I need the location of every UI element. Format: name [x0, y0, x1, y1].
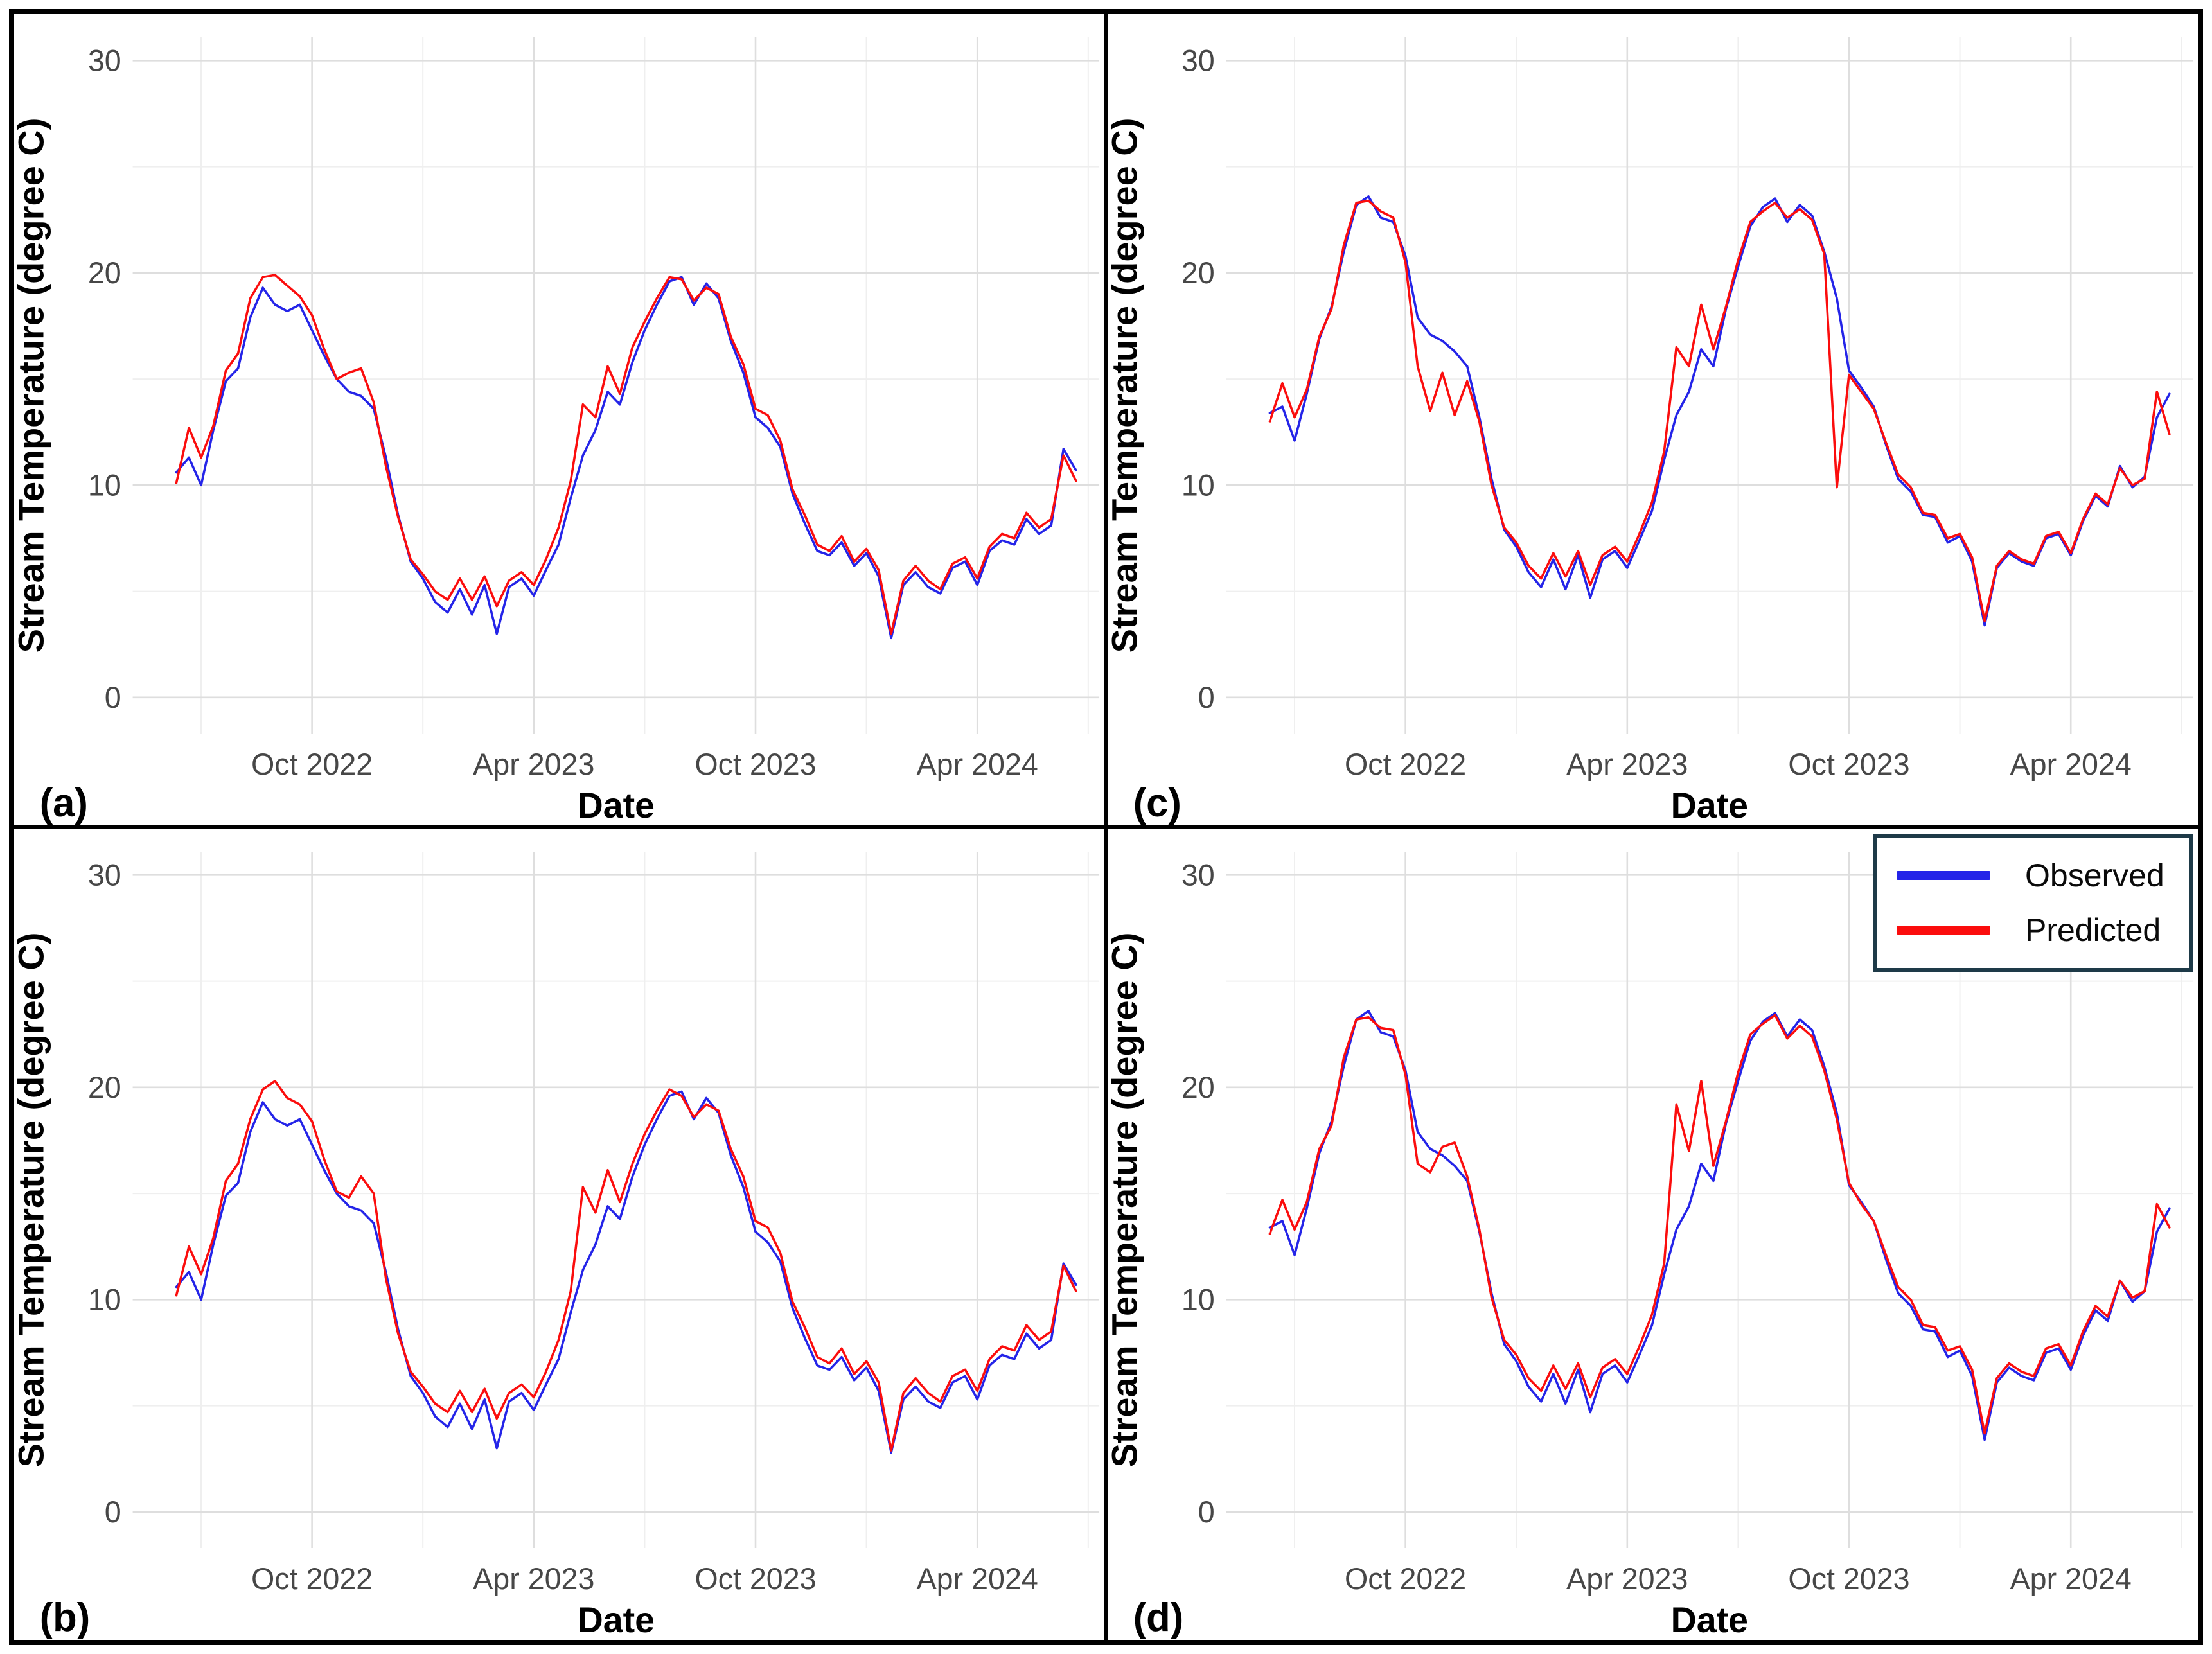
- y-axis-title: Stream Temperature (degree C): [1108, 933, 1145, 1468]
- y-tick-label: 30: [1181, 44, 1215, 77]
- y-tick-label: 20: [1181, 1071, 1215, 1104]
- x-axis-title: Date: [578, 1600, 655, 1640]
- panel-a-plot: 0 10 20 30 Oct 2022 Apr 2023 Oct 2023 Apr 2024 D…: [14, 14, 1104, 825]
- y-tick-label: 0: [1198, 1495, 1215, 1529]
- y-tick-label: 0: [105, 1495, 121, 1529]
- panel-letter: (d): [1133, 1596, 1184, 1640]
- legend: Observed Predicted: [1873, 834, 2193, 972]
- x-tick-label: Oct 2022: [1345, 748, 1466, 781]
- observed-line: [175, 1090, 1077, 1454]
- x-tick-label: Oct 2023: [695, 1562, 816, 1596]
- x-tick-label: Apr 2023: [473, 748, 594, 781]
- x-axis-tick-labels: Oct 2022 Apr 2023 Oct 2023 Apr 2024: [1345, 748, 2132, 781]
- x-axis-title: Date: [578, 786, 655, 825]
- panel-c-plot: 0 10 20 30 Oct 2022 Apr 2023 Oct 2023 Apr 2024 D…: [1108, 14, 2198, 825]
- y-tick-label: 30: [1181, 858, 1215, 892]
- y-tick-label: 20: [88, 1071, 121, 1104]
- legend-label-predicted: Predicted: [2025, 911, 2161, 948]
- x-axis-title: Date: [1671, 1600, 1748, 1640]
- panel-d-plot: 0 10 20 30 Oct 2022 Apr 2023 Oct 2023 Apr 2024 D…: [1108, 829, 2198, 1640]
- legend-row-observed: Observed: [1897, 859, 2189, 892]
- x-axis-tick-labels: Oct 2022 Apr 2023 Oct 2023 Apr 2024: [251, 1562, 1038, 1596]
- y-tick-label: 20: [1181, 256, 1215, 290]
- panel-c: 0 10 20 30 Oct 2022 Apr 2023 Oct 2023 Apr 2024 D…: [1108, 14, 2198, 825]
- panel-background: [1108, 14, 2198, 825]
- legend-row-predicted: Predicted: [1897, 914, 2189, 946]
- y-axis-tick-labels: 0 10 20 30: [88, 858, 121, 1529]
- y-tick-label: 10: [1181, 1283, 1215, 1316]
- figure-grid: 0 10 20 30 Oct 2022 Apr 2023 Oct 2023 Apr 2024 D…: [9, 9, 2203, 1645]
- y-axis-title: Stream Temperature (degree C): [14, 933, 51, 1468]
- x-tick-label: Apr 2024: [917, 1562, 1038, 1596]
- panel-background: [14, 829, 1104, 1640]
- y-axis-title: Stream Temperature (degree C): [14, 118, 51, 653]
- predicted-line-swatch-icon: [1897, 925, 1990, 935]
- x-tick-label: Apr 2024: [2010, 1562, 2132, 1596]
- panel-letter: (a): [40, 781, 88, 825]
- y-tick-label: 10: [88, 1283, 121, 1316]
- predicted-line: [1268, 199, 2171, 622]
- major-gridlines: [1226, 37, 2193, 734]
- minor-gridlines: [132, 37, 1100, 734]
- major-gridlines: [132, 852, 1100, 1548]
- y-tick-label: 10: [1181, 468, 1215, 502]
- x-tick-label: Oct 2023: [1788, 748, 1909, 781]
- y-tick-label: 0: [1198, 681, 1215, 714]
- predicted-line: [175, 274, 1077, 635]
- x-tick-label: Apr 2024: [917, 748, 1038, 781]
- y-tick-label: 10: [88, 468, 121, 502]
- panel-letter: (c): [1133, 781, 1181, 825]
- minor-gridlines: [1226, 37, 2193, 734]
- minor-gridlines: [1226, 852, 2193, 1548]
- y-axis-title: Stream Temperature (degree C): [1108, 118, 1145, 653]
- x-tick-label: Oct 2022: [251, 748, 373, 781]
- x-tick-label: Oct 2022: [1345, 1562, 1466, 1596]
- panel-background: [14, 14, 1104, 825]
- observed-line: [175, 276, 1077, 640]
- y-tick-label: 0: [105, 681, 121, 714]
- observed-line: [1268, 1010, 2171, 1441]
- panel-b: 0 10 20 30 Oct 2022 Apr 2023 Oct 2023 Apr 2024 D…: [14, 829, 1104, 1640]
- x-axis-tick-labels: Oct 2022 Apr 2023 Oct 2023 Apr 2024: [251, 748, 1038, 781]
- panel-d: 0 10 20 30 Oct 2022 Apr 2023 Oct 2023 Apr 2024 D…: [1108, 829, 2198, 1640]
- y-axis-tick-labels: 0 10 20 30: [1181, 858, 1215, 1529]
- x-tick-label: Apr 2023: [1566, 748, 1688, 781]
- x-tick-label: Oct 2022: [251, 1562, 373, 1596]
- y-tick-label: 20: [88, 256, 121, 290]
- y-axis-tick-labels: 0 10 20 30: [1181, 44, 1215, 714]
- x-tick-label: Apr 2023: [473, 1562, 594, 1596]
- panel-a: 0 10 20 30 Oct 2022 Apr 2023 Oct 2023 Apr 2024 D…: [14, 14, 1104, 825]
- panel-letter: (b): [40, 1596, 91, 1640]
- observed-line: [1268, 195, 2171, 627]
- predicted-line: [1268, 1014, 2171, 1435]
- y-tick-label: 30: [88, 44, 121, 77]
- y-tick-label: 30: [88, 858, 121, 892]
- panel-b-plot: 0 10 20 30 Oct 2022 Apr 2023 Oct 2023 Apr 2024 D…: [14, 829, 1104, 1640]
- predicted-line: [175, 1080, 1077, 1452]
- x-axis-title: Date: [1671, 786, 1748, 825]
- major-gridlines: [132, 37, 1100, 734]
- x-tick-label: Apr 2024: [2010, 748, 2132, 781]
- legend-label-observed: Observed: [2025, 858, 2164, 894]
- x-axis-tick-labels: Oct 2022 Apr 2023 Oct 2023 Apr 2024: [1345, 1562, 2132, 1596]
- y-axis-tick-labels: 0 10 20 30: [88, 44, 121, 714]
- x-tick-label: Apr 2023: [1566, 1562, 1688, 1596]
- x-tick-label: Oct 2023: [1788, 1562, 1909, 1596]
- x-tick-label: Oct 2023: [695, 748, 816, 781]
- observed-line-swatch-icon: [1897, 871, 1990, 881]
